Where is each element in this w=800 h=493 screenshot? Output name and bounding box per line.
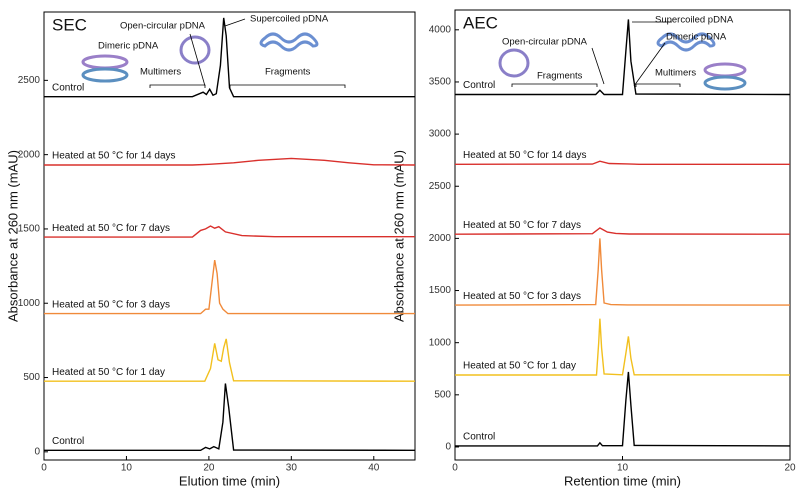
trace [44,259,415,315]
trace-label: Heated at 50 °C for 3 days [463,291,581,302]
y-tick-label: 1500 [429,285,452,296]
trace-label: Heated at 50 °C for 14 days [52,151,176,162]
x-tick-label: 0 [41,463,47,474]
y-tick-label: 0 [34,446,40,457]
arrow [633,42,666,87]
trace-label: Heated at 50 °C for 14 days [463,150,587,161]
annotation: Supercoiled pDNA [250,14,329,25]
y-tick-label: 4000 [429,24,452,35]
annotation: Open-circular pDNA [502,37,588,48]
arrow [224,18,246,27]
trace-label: Control [463,80,495,91]
trace-label: Heated at 50 °C for 1 day [52,367,165,378]
trace [455,19,791,96]
y-tick-label: 500 [23,372,40,383]
x-axis-label: Retention time (min) [564,473,681,488]
y-tick-label: 1000 [18,298,41,309]
trace [454,160,790,165]
annotation: Fragments [265,67,311,78]
y-tick-label: 1000 [429,337,452,348]
icon-open-circular [179,35,211,65]
dna-icons [81,32,747,91]
bracket [149,84,206,88]
y-tick-label: 3000 [429,129,452,140]
bracket [635,83,681,87]
trace [455,371,791,447]
trace [44,383,416,451]
panel-label: SEC [52,15,87,34]
y-tick-label: 2000 [18,149,41,160]
annotation: Supercoiled pDNA [655,15,734,26]
trace-label: Heated at 50 °C for 1 day [463,361,576,372]
y-tick-label: 0 [445,442,451,453]
trace [44,338,416,382]
arrow [591,47,605,85]
x-tick-label: 10 [617,463,629,474]
trace-label: Control [463,432,495,443]
bracket [511,83,598,87]
x-tick-label: 0 [452,463,458,474]
x-tick-label: 20 [203,463,215,474]
y-tick-label: 2000 [429,233,452,244]
annotation: Dimeric pDNA [98,41,159,52]
arrow [189,33,206,87]
x-tick-label: 20 [784,463,796,474]
trace [44,225,415,238]
icon-supercoiled [259,32,319,52]
icon-open-circular [498,48,530,78]
annotation: Multimers [140,67,181,78]
trace-label: Heated at 50 °C for 7 days [52,223,170,234]
icon-dimeric [81,67,129,83]
icon-dimeric [703,75,747,91]
trace [454,227,791,235]
y-tick-label: 1500 [18,224,41,235]
y-tick-label: 3500 [429,77,452,88]
trace [454,238,791,306]
trace-label: Control [52,436,84,447]
trace-label: Heated at 50 °C for 7 days [463,220,581,231]
trace-label: Control [52,82,84,93]
trace [44,17,415,98]
panel-label: AEC [463,13,498,32]
trace-label: Heated at 50 °C for 3 days [52,299,170,310]
x-axis-label: Elution time (min) [179,473,280,488]
annotation: Fragments [537,71,583,82]
x-tick-label: 10 [121,463,133,474]
y-tick-label: 2500 [429,181,452,192]
bracket [229,84,346,88]
y-tick-label: 2500 [18,75,41,86]
annotation: Multimers [655,68,696,79]
annotation: Open-circular pDNA [120,21,206,32]
trace [455,318,791,376]
x-tick-label: 30 [286,463,298,474]
x-tick-label: 40 [368,463,380,474]
trace [44,157,416,166]
icon-supercoiled [656,32,716,52]
y-tick-label: 500 [434,389,451,400]
y-axis-label: Absorbance at 260 nm (mAU) [5,150,20,322]
annotation: Dimeric pDNA [666,32,727,43]
